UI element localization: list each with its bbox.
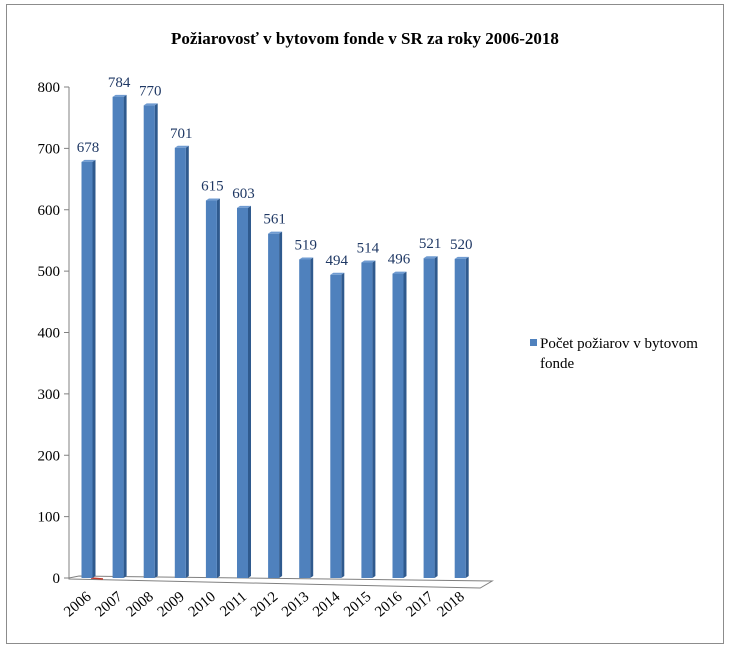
x-axis-tick-label: 2013 [279,589,312,621]
data-label: 520 [450,237,473,253]
bar [330,272,345,578]
data-label: 519 [294,237,317,253]
bar-side [403,271,407,578]
bar-top [454,256,469,259]
bar-side [92,159,96,578]
chart-floor [68,575,495,589]
bar [205,198,220,578]
bar-side [248,205,251,578]
x-axis-tick-label: 2018 [435,589,468,621]
bar [454,256,469,578]
data-label: 603 [232,186,255,202]
bar [299,257,314,578]
data-label: 615 [201,179,224,195]
bar [143,103,158,578]
x-axis-tick-label: 2011 [217,589,250,620]
chart-axes [64,86,495,589]
bar [423,256,438,578]
x-axis-tick-label: 2009 [155,589,188,621]
bar [81,159,96,578]
bar-side [434,256,438,578]
x-axis-tick-label: 2014 [310,588,344,620]
data-label: 770 [139,83,162,99]
chart-legend: Počet požiarov v bytovom fonde [530,334,725,374]
bar-front [299,259,311,578]
bar-front [423,258,435,578]
y-axis-tick-label: 500 [38,264,61,280]
data-label: 678 [77,140,100,156]
bar-front [361,262,373,578]
bar-top [174,145,189,148]
x-axis-tick-label: 2007 [92,588,126,620]
x-axis-tick-label: 2008 [124,589,157,621]
x-axis-tick-label: 2010 [186,589,219,621]
bar-side [123,94,127,578]
bar-front [143,105,155,578]
bar-top [361,260,376,263]
bar-side [341,272,345,578]
y-axis-tick-label: 100 [38,510,61,526]
bar-side [372,260,376,578]
y-axis-tick-label: 700 [38,141,61,157]
bar [361,260,376,578]
legend-swatch-icon [530,339,537,346]
bar-top [237,205,251,208]
x-axis-tick-label: 2012 [248,589,281,621]
x-axis-tick-label: 2016 [372,588,406,620]
data-label: 496 [388,252,411,268]
data-label: 701 [170,126,193,142]
chart-title: Požiarovosť v bytovom fonde v SR za roky… [171,29,559,48]
bar-top [299,257,314,260]
bar-top [81,159,96,162]
y-axis-tick-label: 300 [38,387,61,403]
bar-front [112,96,124,578]
bar-front [81,161,93,578]
data-label: 514 [357,241,380,257]
bar-front [268,233,280,578]
y-axis-tick-label: 0 [53,571,61,587]
bar-front [174,147,186,579]
bar-top [205,198,220,201]
bar-front [330,274,342,578]
y-axis-tick-label: 800 [38,80,61,96]
bar-top [143,103,158,106]
bar-side [185,145,189,579]
bar-top [330,272,345,275]
bar-front [205,200,217,578]
data-label: 561 [263,212,286,228]
x-axis-tick-label: 2015 [341,589,374,621]
y-axis-tick-label: 600 [38,203,61,219]
x-axis-tick-label: 2017 [403,588,437,620]
bar-front [237,207,248,578]
chart-bars [81,94,469,579]
bar [112,94,127,578]
bar-side [279,231,283,578]
bar-top [268,231,283,234]
y-axis-tick-label: 400 [38,326,61,342]
bar-side [465,256,469,578]
x-axis-tick-labels: 2006200720082009201020112012201320142015… [61,588,467,620]
bar-top [392,271,407,274]
bar-front [454,258,466,578]
floor-accent-mark [90,577,104,580]
bar [268,231,283,578]
bar [392,271,407,578]
bar [174,145,189,579]
bar [237,205,251,578]
x-axis-tick-label: 2006 [61,588,95,620]
data-label: 521 [419,236,442,252]
y-axis-tick-label: 200 [38,448,61,464]
data-label: 494 [326,253,349,269]
bar-top [112,94,127,97]
bar-front [392,273,404,578]
bar-side [154,103,158,578]
bar-side [216,198,220,578]
chart-data-labels: 678 784 770 701 615 603 561 519 494 514 496 521 520 [77,75,473,269]
legend-label: Počet požiarov v bytovom fonde [540,336,698,372]
bar-side [310,257,314,578]
y-axis-tick-labels: 0 100 200 300 400 500 600 700 800 [38,80,61,587]
data-label: 784 [108,75,131,91]
bar-top [423,256,438,259]
